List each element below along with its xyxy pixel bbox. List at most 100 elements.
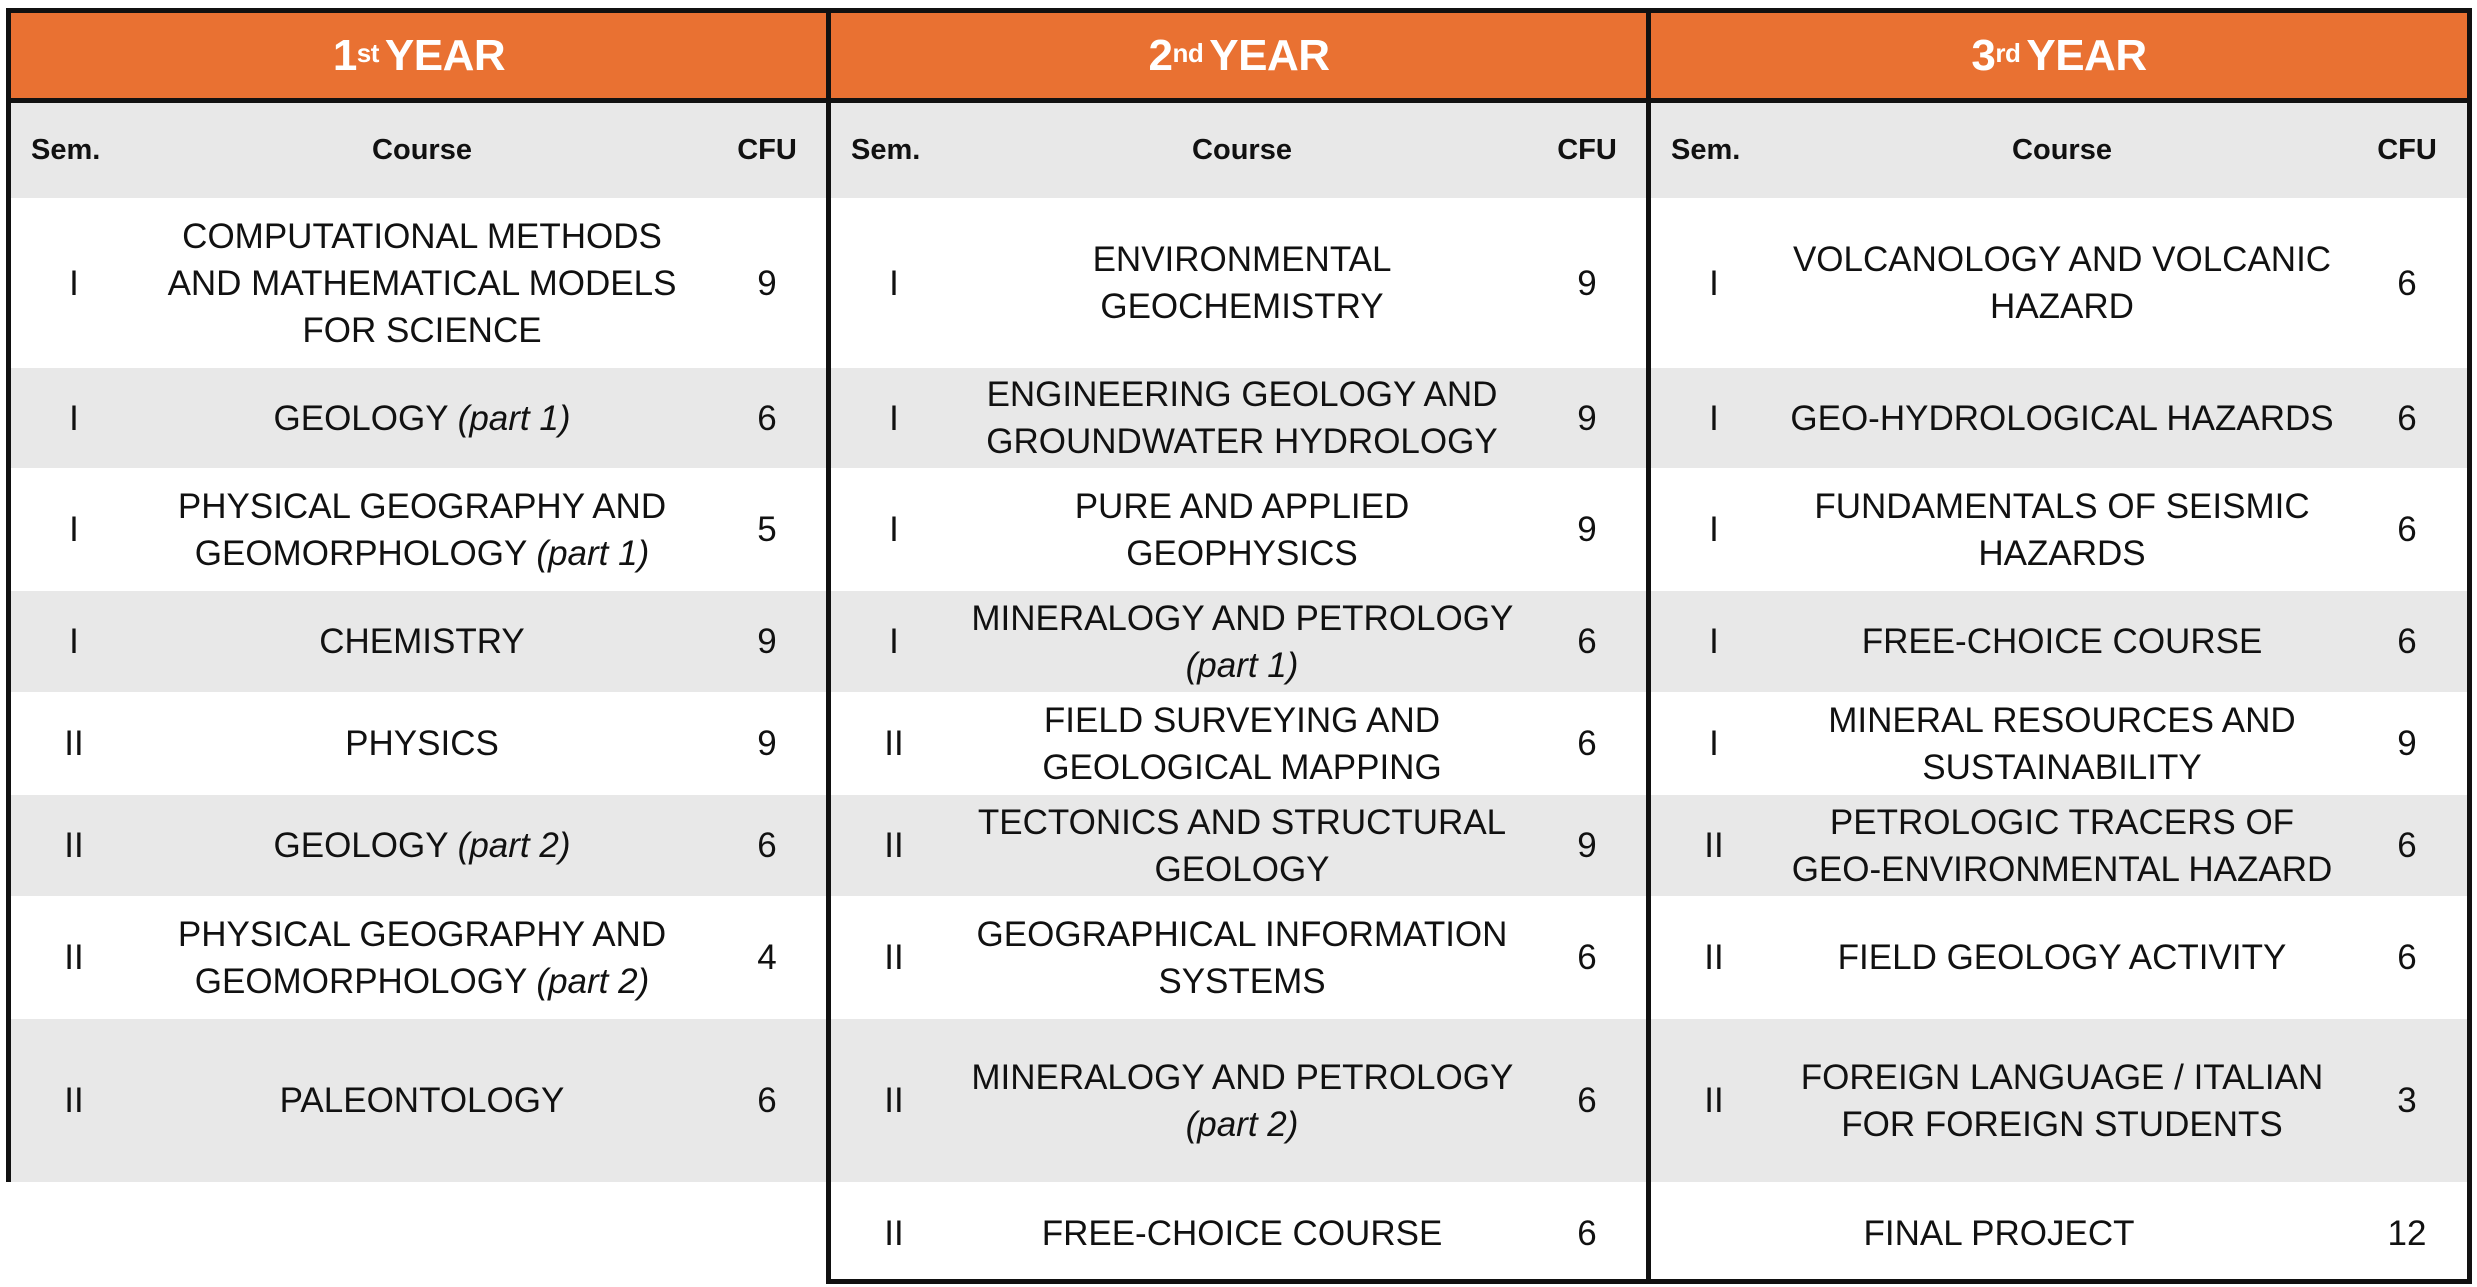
column-headers: Sem. Course CFU <box>831 103 1647 198</box>
cfu-value: 9 <box>1577 398 1597 438</box>
table-row: II FIELD GEOLOGY ACTIVITY 6 <box>1651 896 2467 1019</box>
course-title: PHYSICS <box>345 724 499 763</box>
table-row: II GEOGRAPHICAL INFORMATION SYSTEMS 6 <box>831 896 1647 1019</box>
course-name: GEO-HYDROLOGICAL HAZARDS <box>1777 395 2347 442</box>
year-label: YEAR <box>1209 30 1330 80</box>
course-name: FUNDAMENTALS OF SEISMIC HAZARDS <box>1777 483 2347 577</box>
semester: II <box>64 1081 84 1120</box>
semester: II <box>884 1081 904 1120</box>
course-title: FINAL PROJECT <box>1863 1214 2135 1253</box>
table-row: I GEO-HYDROLOGICAL HAZARDS 6 <box>1651 368 2467 468</box>
cfu-value: 6 <box>1577 622 1597 661</box>
cfu-header: CFU <box>1557 134 1617 166</box>
course-name: FINAL PROJECT <box>1651 1210 2347 1257</box>
table-row: II FOREIGN LANGUAGE / ITALIAN FOR FOREIGN… <box>1651 1019 2467 1182</box>
cfu-value: 6 <box>1577 1081 1597 1120</box>
table-row: II FIELD SURVEYING AND GEOLOGICAL MAPPING… <box>831 692 1647 795</box>
cfu-value: 9 <box>1577 263 1597 303</box>
cfu-value: 9 <box>757 622 777 661</box>
table-row: I PURE AND APPLIED GEOPHYSICS 9 <box>831 468 1647 591</box>
course-header: Course <box>2012 134 2112 166</box>
course-part-note: (part 2) <box>1185 1104 1299 1144</box>
cfu-value: 6 <box>757 398 777 438</box>
course-title: GEOGRAPHICAL INFORMATION SYSTEMS <box>976 914 1508 1001</box>
cfu-value: 6 <box>1577 724 1597 763</box>
course-part-note: (part 1) <box>457 398 571 438</box>
year-ordinal-suffix: st <box>356 38 380 68</box>
course-title: COMPUTATIONAL METHODS AND MATHEMATICAL M… <box>167 216 677 350</box>
semester: II <box>884 1214 904 1253</box>
cfu-value: 9 <box>757 263 777 303</box>
table-row: I COMPUTATIONAL METHODS AND MATHEMATICAL … <box>11 198 827 368</box>
table-row: II MINERALOGY AND PETROLOGY (part 2) 6 <box>831 1019 1647 1182</box>
cfu-header: CFU <box>737 134 797 166</box>
course-title: GEOLOGY <box>273 398 448 438</box>
table-row: I VOLCANOLOGY AND VOLCANIC HAZARD 6 <box>1651 198 2467 368</box>
table-row: II FREE-CHOICE COURSE 6 <box>831 1182 1647 1285</box>
year-ordinal-suffix: nd <box>1172 38 1204 68</box>
column-headers: Sem. Course CFU <box>11 103 827 198</box>
year-number: 2 <box>1148 30 1173 80</box>
table-row: II PHYSICS 9 <box>11 692 827 795</box>
course-title: FOREIGN LANGUAGE / ITALIAN FOR FOREIGN S… <box>1800 1057 2324 1144</box>
course-name: PURE AND APPLIED GEOPHYSICS <box>957 483 1527 577</box>
course-name: MINERALOGY AND PETROLOGY (part 2) <box>957 1054 1527 1148</box>
course-name: PETROLOGIC TRACERS OF GEO-ENVIRONMENTAL … <box>1777 799 2347 893</box>
cfu-value: 6 <box>757 1081 777 1120</box>
semester: II <box>1704 1081 1724 1120</box>
cfu-value: 9 <box>1577 510 1597 549</box>
course-title: MINERALOGY AND PETROLOGY <box>971 1057 1513 1097</box>
course-name: GEOGRAPHICAL INFORMATION SYSTEMS <box>957 911 1527 1005</box>
cfu-value: 6 <box>2397 510 2417 549</box>
cfu-value: 6 <box>2397 398 2417 438</box>
course-part-note: (part 2) <box>536 961 650 1001</box>
table-row: II PALEONTOLOGY 6 <box>11 1019 827 1182</box>
table-row: I ENGINEERING GEOLOGY AND GROUNDWATER HYD… <box>831 368 1647 468</box>
cfu-value: 6 <box>1577 938 1597 977</box>
cfu-value: 4 <box>757 938 777 977</box>
course-name: MINERAL RESOURCES AND SUSTAINABILITY <box>1777 697 2347 791</box>
course-title: FIELD SURVEYING AND GEOLOGICAL MAPPING <box>1042 700 1442 787</box>
course-name: ENGINEERING GEOLOGY AND GROUNDWATER HYDR… <box>957 371 1527 465</box>
sem-header: Sem. <box>851 134 921 166</box>
course-name: CHEMISTRY <box>137 618 707 665</box>
semester: I <box>1709 398 1719 438</box>
course-name: FIELD GEOLOGY ACTIVITY <box>1777 934 2347 981</box>
course-name: GEOLOGY (part 2) <box>137 822 707 869</box>
semester: I <box>69 510 79 549</box>
course-name: FREE-CHOICE COURSE <box>1777 618 2347 665</box>
table-row: I ENVIRONMENTAL GEOCHEMISTRY 9 <box>831 198 1647 368</box>
year-ordinal-suffix: rd <box>1995 38 2021 68</box>
sem-header: Sem. <box>1671 134 1741 166</box>
course-name: ENVIRONMENTAL GEOCHEMISTRY <box>957 236 1527 330</box>
course-title: TECTONICS AND STRUCTURAL GEOLOGY <box>977 802 1507 889</box>
semester: II <box>64 826 84 865</box>
course-name: FREE-CHOICE COURSE <box>957 1210 1527 1257</box>
course-name: GEOLOGY (part 1) <box>137 395 707 442</box>
course-name: PALEONTOLOGY <box>137 1077 707 1124</box>
semester: I <box>69 263 79 303</box>
cfu-value: 9 <box>2397 724 2417 763</box>
course-part-note: (part 1) <box>1185 645 1299 685</box>
semester: I <box>1709 724 1719 763</box>
semester: I <box>1709 263 1719 303</box>
semester: II <box>884 938 904 977</box>
table-row: I FREE-CHOICE COURSE 6 <box>1651 591 2467 692</box>
semester: II <box>64 724 84 763</box>
year-label: YEAR <box>384 30 506 80</box>
cfu-header: CFU <box>2377 134 2437 166</box>
table-row: I PHYSICAL GEOGRAPHY AND GEOMORPHOLOGY (p… <box>11 468 827 591</box>
course-title: PALEONTOLOGY <box>279 1081 565 1120</box>
cfu-value: 9 <box>1577 826 1597 865</box>
table-row: FINAL PROJECT 12 <box>1651 1182 2467 1285</box>
course-title: FUNDAMENTALS OF SEISMIC HAZARDS <box>1814 486 2310 573</box>
semester: II <box>1704 938 1724 977</box>
year-label: YEAR <box>2026 30 2147 80</box>
cfu-value: 9 <box>757 724 777 763</box>
semester: I <box>69 622 79 661</box>
semester: I <box>889 622 899 661</box>
cfu-value: 5 <box>757 510 777 549</box>
